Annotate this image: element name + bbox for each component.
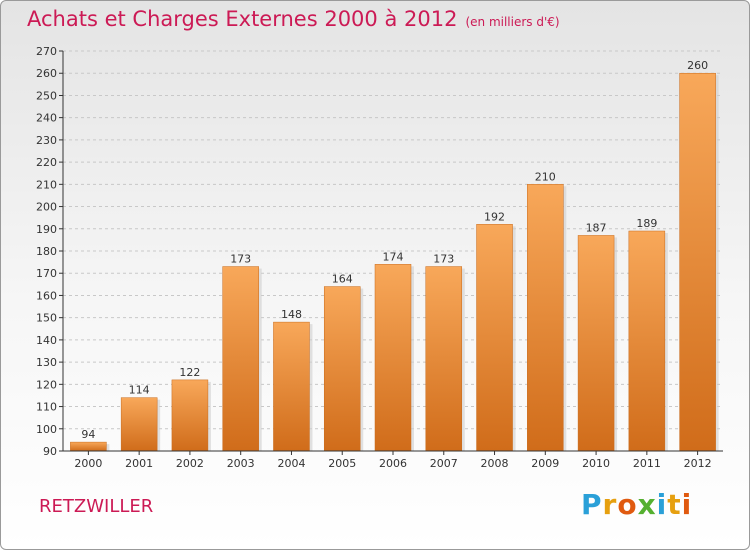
logo-letter: x (637, 488, 657, 521)
x-tick-label: 2008 (481, 457, 509, 470)
logo-letter: P (581, 488, 603, 521)
unit-label: (en milliers d'€) (465, 15, 560, 29)
logo-letter: o (617, 488, 638, 521)
y-tick-label: 90 (43, 445, 57, 458)
x-tick-label: 2001 (125, 457, 153, 470)
bar-value-label: 173 (230, 253, 251, 266)
bar (628, 230, 666, 452)
x-tick-label: 2000 (74, 457, 102, 470)
bar (679, 72, 716, 452)
bar-value-label: 148 (281, 308, 302, 321)
y-tick-label: 270 (36, 45, 57, 58)
bar-value-label: 114 (129, 384, 150, 397)
y-tick-label: 140 (36, 334, 57, 347)
y-tick-label: 180 (36, 245, 57, 258)
logo-letter: r (602, 488, 618, 521)
y-tick-label: 190 (36, 223, 57, 236)
bar-value-label: 174 (383, 250, 404, 263)
logo-letter: t (667, 488, 682, 521)
bar (425, 266, 463, 452)
y-tick-label: 220 (36, 156, 57, 169)
bar (171, 379, 209, 452)
y-tick-label: 240 (36, 112, 57, 125)
bar (374, 264, 412, 452)
y-tick-label: 210 (36, 178, 57, 191)
bar-value-label: 260 (687, 59, 708, 72)
bar-value-label: 94 (81, 428, 95, 441)
bar-value-label: 122 (179, 366, 200, 379)
commune-name: RETZWILLER (39, 496, 154, 517)
bar (527, 184, 564, 452)
bar (222, 266, 259, 452)
y-tick-label: 230 (36, 134, 57, 147)
x-tick-label: 2012 (684, 457, 712, 470)
x-tick-label: 2003 (227, 457, 255, 470)
y-tick-label: 260 (36, 67, 57, 80)
y-tick-label: 130 (36, 356, 57, 369)
y-tick-label: 100 (36, 423, 57, 436)
x-tick-label: 2002 (176, 457, 204, 470)
x-tick-label: 2009 (531, 457, 559, 470)
title-text: Achats et Charges Externes 2000 à 2012 (27, 7, 458, 31)
bar (323, 286, 361, 452)
bar-value-label: 164 (332, 273, 353, 286)
logo-letter: i (656, 488, 668, 521)
x-tick-label: 2010 (582, 457, 610, 470)
y-tick-label: 150 (36, 312, 57, 325)
x-tick-label: 2007 (430, 457, 458, 470)
y-tick-label: 170 (36, 267, 57, 280)
y-tick-label: 120 (36, 378, 57, 391)
bar-value-label: 189 (636, 217, 657, 230)
bar-value-label: 187 (586, 221, 607, 234)
bar (120, 397, 158, 452)
bar (70, 441, 107, 452)
y-tick-label: 200 (36, 201, 57, 214)
logo-letter: i (681, 488, 693, 521)
bar-value-label: 192 (484, 210, 505, 223)
y-tick-label: 250 (36, 89, 57, 102)
bar (273, 321, 310, 452)
x-tick-label: 2005 (328, 457, 356, 470)
y-tick-label: 110 (36, 401, 57, 414)
x-tick-label: 2011 (633, 457, 661, 470)
bar-value-label: 210 (535, 170, 556, 183)
x-tick-label: 2006 (379, 457, 407, 470)
x-tick-label: 2004 (277, 457, 305, 470)
bar-value-label: 173 (433, 253, 454, 266)
bar (476, 224, 513, 452)
proxiti-logo: Proxiti (581, 488, 692, 521)
y-tick-label: 160 (36, 289, 57, 302)
chart-title: Achats et Charges Externes 2000 à 2012 (e… (27, 7, 560, 31)
bar (577, 235, 615, 452)
